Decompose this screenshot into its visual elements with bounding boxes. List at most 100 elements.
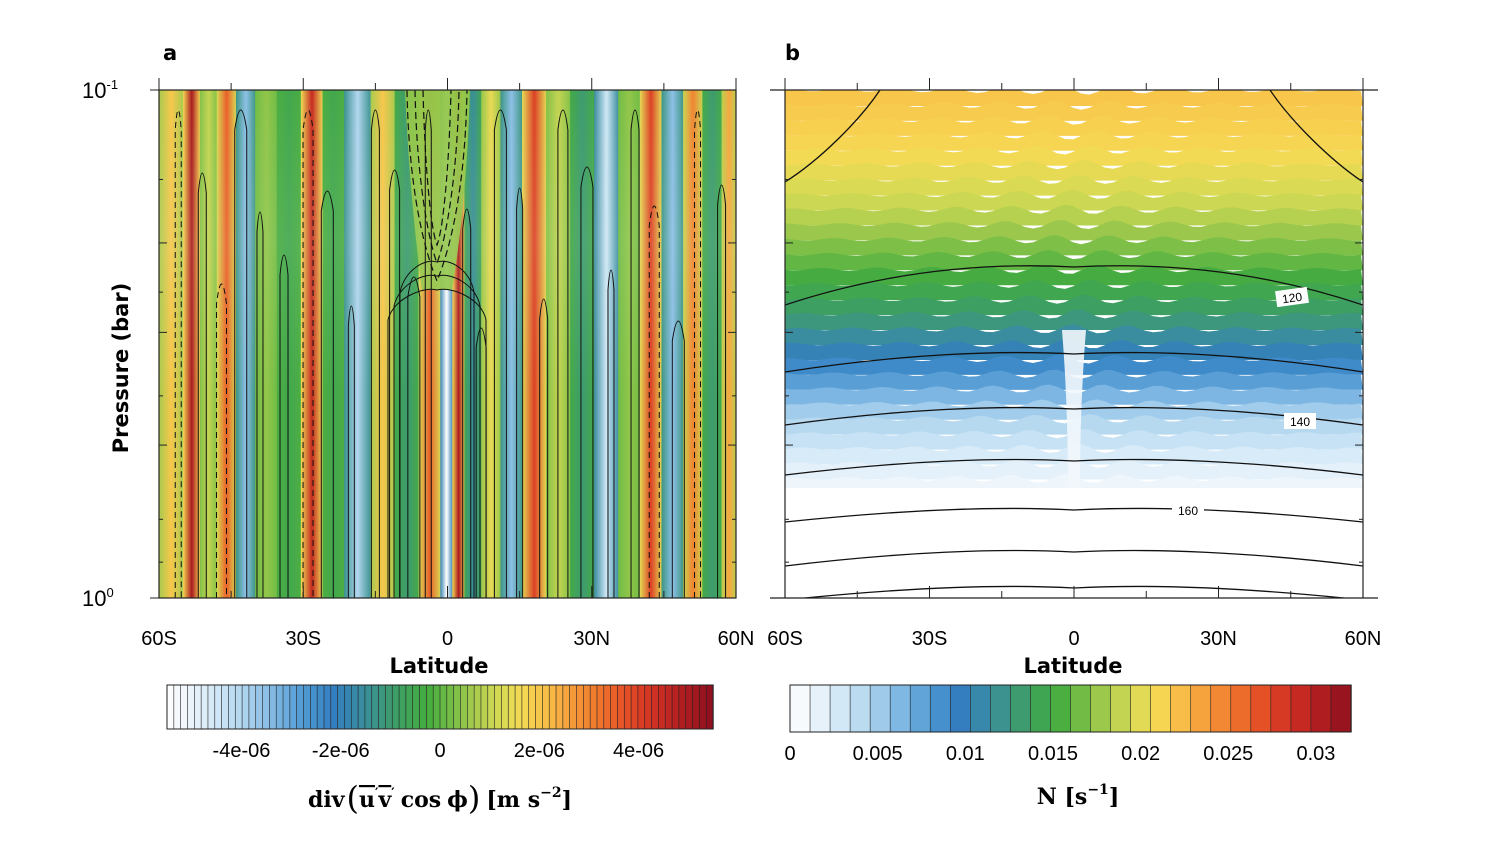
colorbar-swatch <box>480 684 489 730</box>
colorbar-swatch <box>651 684 660 730</box>
colorbar-swatch <box>658 684 666 730</box>
colorbar-swatch <box>569 684 578 730</box>
colorbar-swatch <box>610 684 619 730</box>
colorbar-swatch <box>344 684 352 730</box>
contour-line <box>197 172 207 598</box>
colorbar-swatch <box>405 684 414 730</box>
colorbar-swatch <box>248 684 257 730</box>
colorbar-swatch <box>589 684 598 730</box>
colorbar-swatch <box>330 684 339 730</box>
y-tick-bottom: 100 <box>82 585 114 611</box>
stability-band <box>785 220 1363 241</box>
colorbar-swatch <box>929 684 951 733</box>
contour-line <box>279 254 289 598</box>
colorbar-swatch <box>514 684 523 730</box>
stability-band <box>785 130 1363 151</box>
colorbar-swatch <box>1090 684 1112 733</box>
contour-line <box>370 109 380 598</box>
panel-b-x-tick-labels: 60S 30S 0 30N 60N <box>767 628 1381 650</box>
colorbar-swatch <box>357 684 366 730</box>
colorbar-swatch <box>228 684 236 730</box>
colorbar-swatch <box>269 684 277 730</box>
colorbar-swatch <box>889 684 911 733</box>
colorbar-swatch <box>809 684 831 733</box>
colorbar-swatch <box>1230 684 1252 733</box>
colorbar-swatch <box>364 684 373 730</box>
panel-a-x-axis-title: Latitude <box>389 654 488 678</box>
colorbar-swatch <box>623 684 632 730</box>
svg-text:160: 160 <box>1178 504 1198 518</box>
stability-band <box>785 175 1363 196</box>
colorbar-swatch <box>371 684 380 730</box>
contour-line <box>387 288 487 598</box>
colorbar-swatch <box>262 684 271 730</box>
x-tick-label: 30N <box>573 628 610 650</box>
colorbar-swatch <box>671 684 680 730</box>
colorbar-swatch <box>1050 684 1072 733</box>
colorbar-swatch <box>282 684 291 730</box>
x-tick-label: 60N <box>1345 628 1382 650</box>
y-tick-top: 10-1 <box>82 77 118 103</box>
colorbar-swatch <box>207 684 216 730</box>
colorbar-tick-label: 0.02 <box>1121 743 1160 765</box>
temperature-contour <box>785 507 1363 523</box>
colorbar-tick-label: 0.03 <box>1296 743 1335 765</box>
colorbar-swatch <box>214 684 223 730</box>
colorbar-a <box>166 684 714 730</box>
temperature-contour <box>785 406 1363 426</box>
colorbar-swatch <box>678 684 687 730</box>
colorbar-swatch <box>692 684 701 730</box>
stability-band <box>785 309 1363 331</box>
contour-line <box>256 211 264 598</box>
colorbar-swatch <box>173 684 182 730</box>
contour-line <box>671 320 685 598</box>
contour-line <box>216 283 228 598</box>
colorbar-swatch <box>507 684 516 730</box>
colorbar-swatch <box>310 684 318 730</box>
colorbar-swatch <box>1030 684 1052 733</box>
panel-b-contours <box>785 90 1363 598</box>
contour-line <box>414 90 460 265</box>
stability-band <box>785 294 1363 316</box>
stability-band <box>785 204 1363 226</box>
y-axis-title: Pressure (bar) <box>109 283 133 454</box>
colorbar-swatch <box>548 684 557 730</box>
colorbar-swatch <box>385 684 393 730</box>
stability-band <box>785 264 1363 286</box>
colorbar-swatch <box>1250 684 1272 733</box>
colorbar-swatch <box>555 684 564 730</box>
contour-line <box>406 90 468 283</box>
stability-band <box>785 145 1363 166</box>
colorbar-swatch <box>398 684 407 730</box>
colorbar-swatch <box>869 684 891 733</box>
stability-band <box>785 235 1363 256</box>
contour-label: 120 <box>1275 286 1309 308</box>
colorbar-swatch <box>583 684 591 730</box>
colorbar-swatch <box>542 684 550 730</box>
panel-b-field <box>785 90 1363 598</box>
colorbar-swatch <box>562 684 571 730</box>
colorbar-swatch <box>323 684 332 730</box>
colorbar-swatch <box>466 684 475 730</box>
colorbar-swatch <box>685 684 694 730</box>
colorbar-a-tick-labels: -4e-06 -2e-06 0 2e-06 4e-06 <box>213 740 665 762</box>
stability-band <box>785 100 1363 121</box>
colorbar-swatch <box>419 684 428 730</box>
colorbar-swatch <box>521 684 530 730</box>
stability-band <box>785 160 1363 181</box>
colorbar-tick-label: 2e-06 <box>514 740 565 762</box>
panel-b-x-axis-title: Latitude <box>1023 654 1122 678</box>
panel-a-x-tick-labels: 60S 30S 0 30N 60N <box>141 628 754 650</box>
colorbar-swatch <box>1290 684 1312 733</box>
temperature-contour <box>785 549 1363 567</box>
panel-b: b 120 140 160 60S 30S 0 30N 60N Latitude 0 0.00… <box>767 41 1381 810</box>
contour-line <box>399 260 475 598</box>
colorbar-b <box>789 684 1352 733</box>
contour-line <box>557 109 569 598</box>
colorbar-swatch <box>1110 684 1132 733</box>
equatorial-column <box>1062 330 1086 495</box>
colorbar-swatch <box>1270 684 1292 733</box>
contour-line <box>648 205 660 598</box>
stability-band <box>785 189 1363 211</box>
